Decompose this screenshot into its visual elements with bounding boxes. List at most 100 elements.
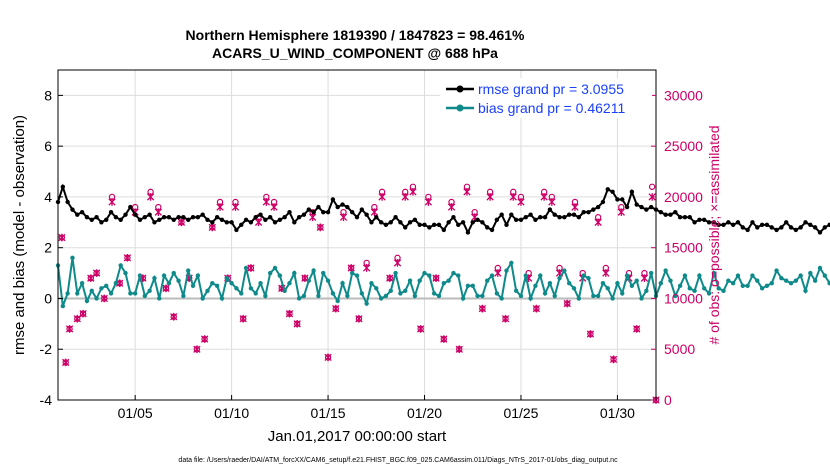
bias-point xyxy=(190,283,196,288)
rmse-point xyxy=(186,217,191,222)
rmse-point xyxy=(306,207,311,212)
obs-assimilated-glyph xyxy=(409,188,417,196)
obs-assimilated-marker xyxy=(478,304,487,313)
bias-point xyxy=(504,268,509,273)
obs-assimilated-glyph xyxy=(231,203,240,211)
rmse-point xyxy=(316,204,321,210)
obs-assimilated-glyph xyxy=(247,264,255,272)
bias-point xyxy=(427,273,432,278)
bias-point xyxy=(779,275,784,281)
bias-point xyxy=(475,293,480,299)
bias-point xyxy=(123,270,128,276)
bias-point xyxy=(542,291,548,296)
obs-assimilated-glyph xyxy=(285,309,294,318)
obs-assimilated-glyph xyxy=(239,314,247,323)
rmse-point xyxy=(398,220,403,225)
rmse-point xyxy=(658,209,664,215)
bias-point xyxy=(673,293,678,299)
rmse-point xyxy=(65,199,70,205)
obs-assimilated-marker xyxy=(87,274,95,282)
rmse-point xyxy=(494,217,500,222)
bias-point xyxy=(644,288,649,294)
bias-point xyxy=(263,293,268,299)
rmse-point xyxy=(330,197,336,202)
bias-point xyxy=(610,296,615,301)
bias-point xyxy=(65,291,70,296)
legend-label-bias: bias grand pr = 0.46211 xyxy=(478,100,625,116)
bias-point xyxy=(499,296,504,301)
rmse-point xyxy=(485,225,490,230)
bias-point xyxy=(465,283,471,288)
y-right-tick-label: 30000 xyxy=(664,87,703,103)
rmse-point xyxy=(610,189,615,195)
bias-point xyxy=(566,281,572,286)
bias-point xyxy=(822,273,827,278)
rmse-point xyxy=(798,225,803,230)
y-left-tick-label: -4 xyxy=(40,392,53,408)
bias-point xyxy=(354,273,360,278)
rmse-point xyxy=(118,217,123,222)
rmse-point xyxy=(528,212,533,217)
bias-point xyxy=(634,278,639,283)
rmse-point xyxy=(340,202,345,207)
bias-point xyxy=(716,286,721,291)
obs-assimilated-marker xyxy=(270,203,278,211)
bias-point xyxy=(340,281,345,286)
rmse-point xyxy=(788,225,794,230)
rmse-point xyxy=(132,212,138,217)
chart-title-line1: Northern Hemisphere 1819390 / 1847823 = … xyxy=(186,27,525,43)
rmse-point xyxy=(571,212,577,217)
obs-assimilated-marker xyxy=(440,335,448,343)
rmse-point xyxy=(697,217,702,222)
rmse-point xyxy=(745,227,750,233)
rmse-point xyxy=(248,220,254,225)
bias-point xyxy=(407,278,413,283)
bias-point xyxy=(195,273,201,278)
bias-point xyxy=(576,296,582,301)
y-left-tick-label: 4 xyxy=(44,189,52,205)
rmse-point xyxy=(817,230,823,235)
rmse-point xyxy=(716,222,721,228)
obs-assimilated-glyph xyxy=(586,330,595,338)
bias-point xyxy=(639,296,644,301)
rmse-point xyxy=(205,217,210,222)
obs-assimilated-marker xyxy=(540,193,548,201)
obs-assimilated-glyph xyxy=(378,193,386,201)
y-left-tick-label: 6 xyxy=(44,138,52,154)
bias-point xyxy=(258,281,263,286)
bias-point xyxy=(359,291,365,296)
bias-point xyxy=(615,281,620,286)
bias-point xyxy=(403,288,408,294)
rmse-series xyxy=(55,183,830,235)
rmse-point xyxy=(75,212,80,217)
obs-assimilated-marker xyxy=(79,309,87,318)
rmse-point xyxy=(99,220,104,225)
bias-point xyxy=(436,293,442,299)
y-right-tick-label: 10000 xyxy=(664,290,703,306)
obs-assimilated-glyph xyxy=(517,198,525,206)
rmse-point xyxy=(740,225,746,230)
y-axis-left-label: rmse and bias (model - observation) xyxy=(11,115,28,355)
bias-point xyxy=(267,270,273,276)
bias-point xyxy=(600,281,606,286)
bias-point xyxy=(239,291,244,296)
obs-assimilated-marker xyxy=(262,198,270,206)
obs-assimilated-marker xyxy=(62,358,70,367)
rmse-point xyxy=(755,225,760,230)
rmse-point xyxy=(113,215,119,220)
bias-point xyxy=(205,288,210,294)
rmse-point xyxy=(808,222,813,228)
obs-assimilated-marker xyxy=(447,203,456,211)
rmse-point xyxy=(292,220,297,225)
rmse-point xyxy=(595,204,601,210)
bias-point xyxy=(721,288,726,294)
obs-assimilated-marker xyxy=(355,314,363,323)
bias-point xyxy=(374,286,379,291)
bias-point xyxy=(755,278,760,283)
bias-point xyxy=(581,273,586,278)
bias-point xyxy=(301,293,307,299)
rmse-point xyxy=(470,220,475,225)
bias-point xyxy=(605,286,610,291)
obs-assimilated-glyph xyxy=(65,325,74,333)
bias-point xyxy=(224,275,229,281)
